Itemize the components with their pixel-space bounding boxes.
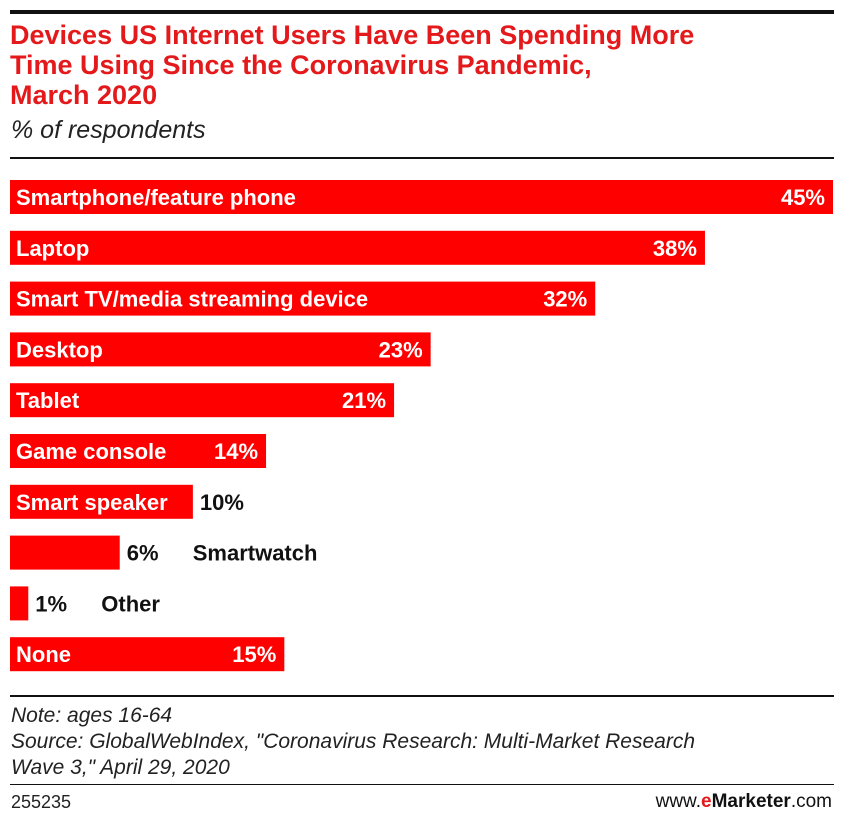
bar-group: 45% Smartphone/feature phone bbox=[10, 180, 833, 214]
bar bbox=[10, 230, 705, 265]
bar bbox=[10, 484, 193, 519]
bar-category-label: Smart speaker bbox=[16, 490, 168, 515]
bar-category-label: Smartwatch bbox=[193, 541, 318, 566]
bar-group: 38% Laptop bbox=[10, 230, 705, 265]
brand-e: e bbox=[701, 791, 712, 812]
chart-title-line: Time Using Since the Coronavirus Pandemi… bbox=[10, 50, 592, 80]
bar-group: 14% Game console bbox=[10, 434, 267, 468]
bar-group: 23% Desktop bbox=[10, 332, 431, 367]
chart-title: Devices US Internet Users Have Been Spen… bbox=[10, 20, 834, 110]
bar-value-label: 15% bbox=[232, 642, 276, 667]
brand-marketer: Marketer bbox=[711, 791, 791, 812]
note-text: Note: ages 16-64 bbox=[11, 704, 173, 727]
bar bbox=[10, 434, 267, 468]
brand-suffix: .com bbox=[790, 791, 832, 812]
chart-title-line: Devices US Internet Users Have Been Spen… bbox=[10, 20, 695, 50]
chart-id: 255235 bbox=[11, 792, 72, 812]
source-text-line: Wave 3," April 29, 2020 bbox=[11, 756, 230, 779]
bar-category-label: Smart TV/media streaming device bbox=[16, 287, 368, 312]
bar-value-label: 6% bbox=[127, 541, 159, 566]
bar-value-label: 45% bbox=[781, 185, 825, 210]
bar bbox=[10, 637, 285, 672]
bar-group: 21% Tablet bbox=[10, 383, 395, 418]
bar-group: 15% None bbox=[10, 637, 285, 672]
bar-value-label: 32% bbox=[543, 287, 587, 312]
bar-value-label: 23% bbox=[379, 337, 423, 362]
chart-bottom-divider bbox=[10, 695, 834, 697]
bar-category-label: Game console bbox=[16, 439, 166, 464]
bar-value-label: 38% bbox=[653, 236, 697, 261]
bar-value-label: 14% bbox=[214, 439, 258, 464]
bar bbox=[10, 332, 431, 367]
bar bbox=[10, 180, 833, 214]
notes-block: Note: ages 16-64 Source: GlobalWebIndex,… bbox=[11, 703, 831, 781]
bar bbox=[10, 281, 596, 316]
bar-group: 6% Smartwatch bbox=[10, 535, 318, 570]
bar bbox=[10, 383, 395, 418]
bar-category-label: None bbox=[16, 642, 71, 667]
chart-title-line: March 2020 bbox=[10, 80, 158, 110]
brand-prefix: www. bbox=[655, 791, 702, 812]
bar-category-label: Smartphone/feature phone bbox=[16, 185, 296, 210]
bar-value-label: 10% bbox=[200, 490, 244, 515]
bar-value-label: 21% bbox=[342, 388, 386, 413]
top-rule bbox=[10, 10, 834, 14]
bar bbox=[10, 586, 29, 621]
bar-category-label: Tablet bbox=[16, 388, 80, 413]
bar-group: 1% Other bbox=[10, 586, 160, 621]
bar-group: 10% Smart speaker bbox=[10, 484, 244, 519]
bar-value-label: 1% bbox=[35, 591, 67, 616]
bar bbox=[10, 535, 120, 570]
footer-divider bbox=[10, 784, 834, 785]
bar-group: 32% Smart TV/media streaming device bbox=[10, 281, 596, 316]
bar-category-label: Other bbox=[101, 591, 160, 616]
emarketer-logo: www.eMarketer.com bbox=[656, 791, 832, 813]
chart-subtitle: % of respondents bbox=[11, 116, 206, 144]
bar-category-label: Laptop bbox=[16, 236, 89, 261]
bar-category-label: Desktop bbox=[16, 337, 103, 362]
source-text-line: Source: GlobalWebIndex, "Coronavirus Res… bbox=[11, 730, 696, 753]
header-divider bbox=[10, 157, 834, 159]
